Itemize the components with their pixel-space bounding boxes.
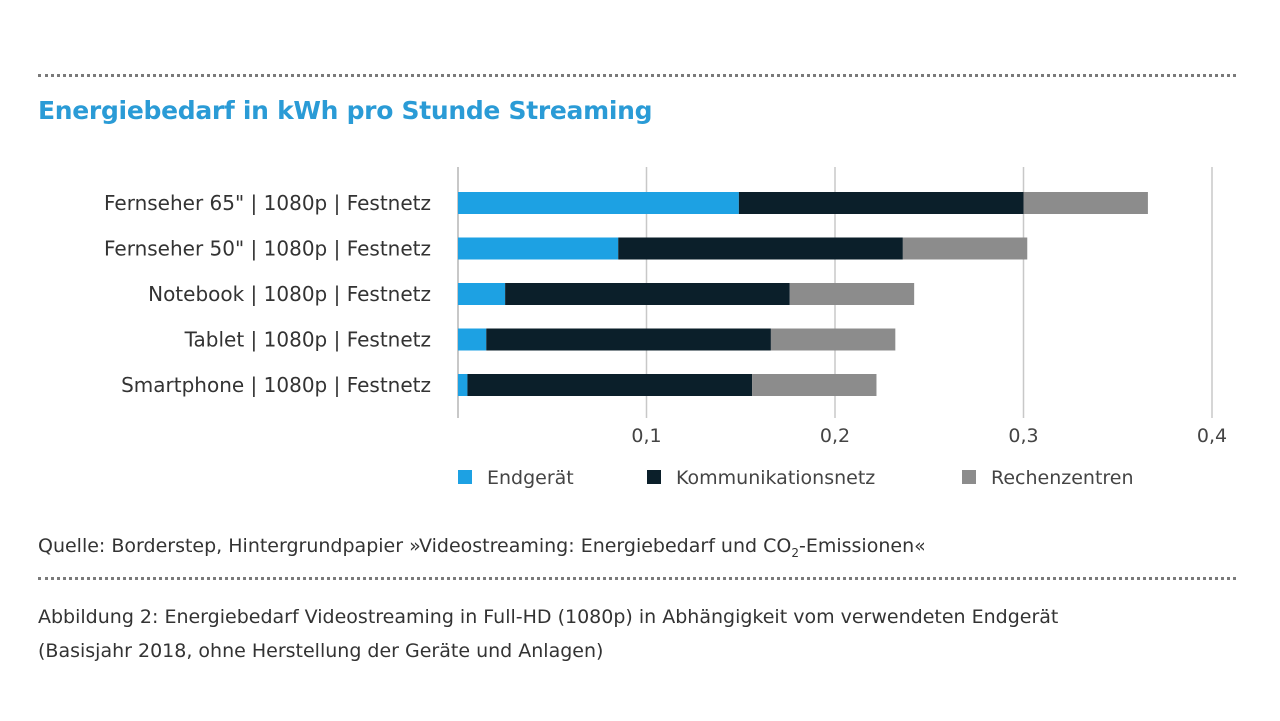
bar-chart: Fernseher 65" | 1080p | Festnetz Fernsehe… (104, 167, 1227, 489)
source-prefix: Quelle: Borderstep, Hintergrundpapier »V… (38, 535, 792, 557)
bar-segment (458, 237, 619, 260)
legend-swatch (458, 470, 472, 484)
bottom-divider (38, 577, 1236, 580)
bar-segment (505, 283, 790, 305)
source-note: Quelle: Borderstep, Hintergrundpapier »V… (38, 535, 926, 560)
caption-line-2: (Basisjahr 2018, ohne Herstellung der Ge… (38, 640, 604, 662)
source-suffix: -Emissionen« (798, 535, 926, 557)
legend-swatch (962, 470, 976, 484)
legend-item: Endgerät (458, 467, 574, 489)
legend-item: Kommunikationsnetz (647, 467, 875, 489)
bar-segment (458, 192, 739, 214)
chart-title: Energiebedarf in kWh pro Stunde Streamin… (38, 96, 653, 125)
bar-segment (1023, 192, 1148, 214)
x-tick-labels: 0,1 0,2 0,3 0,4 (631, 425, 1227, 447)
category-label: Fernseher 65" | 1080p | Festnetz (104, 191, 431, 215)
bar-segment (458, 328, 487, 351)
category-label: Smartphone | 1080p | Festnetz (121, 373, 431, 397)
caption-line-1: Abbildung 2: Energiebedarf Videostreamin… (38, 606, 1059, 628)
bar-segment (902, 237, 1028, 260)
category-label: Tablet | 1080p | Festnetz (184, 328, 431, 352)
category-label: Fernseher 50" | 1080p | Festnetz (104, 237, 431, 261)
bar-segment (770, 328, 896, 351)
source-subscript: 2 (791, 545, 799, 560)
x-tick-label: 0,2 (820, 425, 850, 447)
bar-segment (458, 374, 468, 396)
bars (458, 192, 1148, 396)
bar-segment (486, 328, 771, 351)
legend-label: Kommunikationsnetz (676, 467, 875, 489)
legend: Endgerät Kommunikationsnetz Rechenzentren (458, 467, 1134, 489)
category-label: Notebook | 1080p | Festnetz (148, 282, 431, 306)
legend-swatch (647, 470, 661, 484)
bar-segment (738, 192, 1024, 214)
bar-segment (467, 374, 753, 396)
x-tick-label: 0,1 (631, 425, 661, 447)
legend-item: Rechenzentren (962, 467, 1134, 489)
legend-label: Rechenzentren (991, 467, 1134, 489)
category-labels: Fernseher 65" | 1080p | Festnetz Fernsehe… (104, 191, 431, 397)
x-tick-label: 0,3 (1008, 425, 1038, 447)
bar-segment (752, 374, 877, 396)
bar-segment (618, 237, 903, 260)
figure-caption: Abbildung 2: Energiebedarf Videostreamin… (38, 600, 1238, 668)
bar-segment (458, 283, 506, 305)
legend-label: Endgerät (487, 467, 574, 489)
x-tick-label: 0,4 (1197, 425, 1227, 447)
top-divider (38, 74, 1236, 77)
bar-segment (789, 283, 915, 305)
